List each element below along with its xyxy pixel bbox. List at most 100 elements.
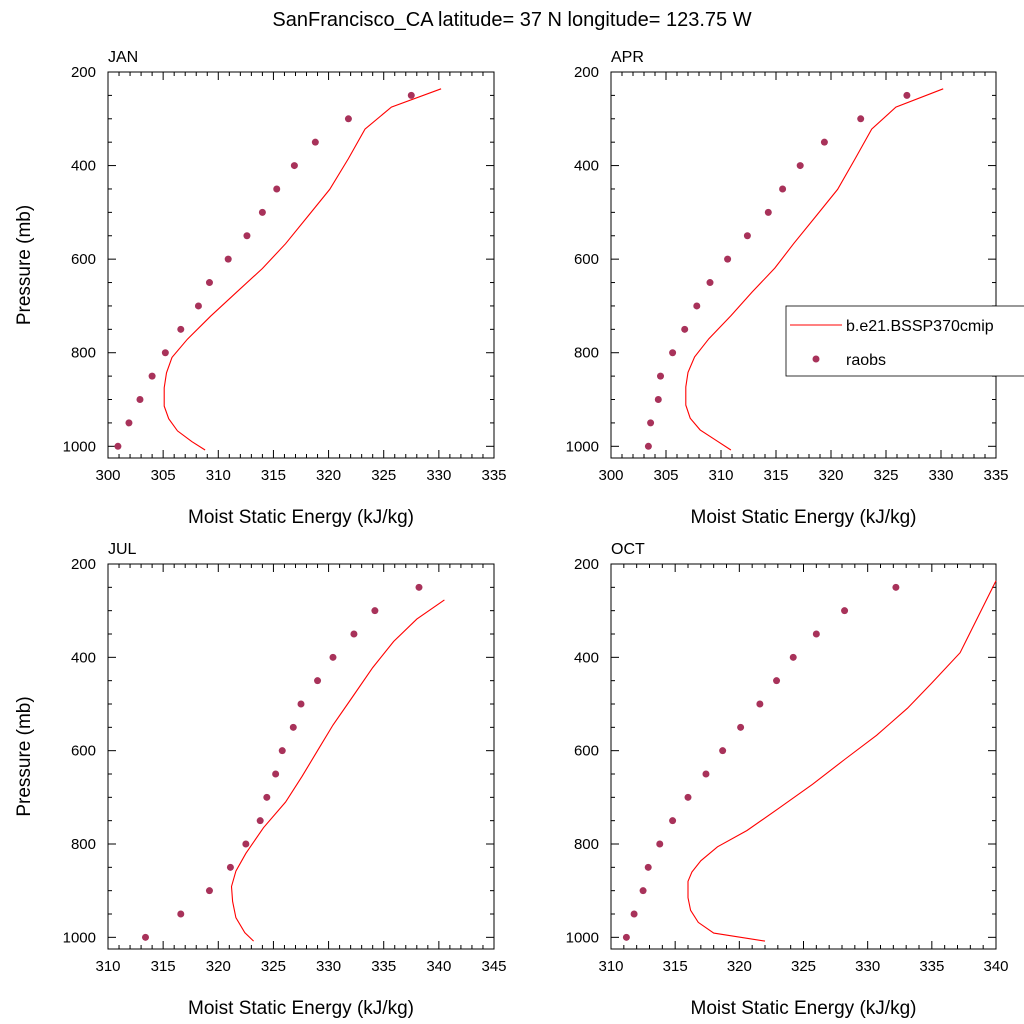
x-tick-label: 305 [151, 467, 176, 484]
x-tick-label: 335 [481, 467, 506, 484]
obs-point [141, 933, 149, 941]
x-tick-label: 340 [983, 958, 1008, 975]
obs-point [177, 325, 185, 333]
obs-point [737, 723, 745, 731]
y-tick-label: 400 [574, 158, 599, 175]
obs-point [724, 255, 732, 263]
obs-point [263, 793, 271, 801]
model-profile-line [687, 580, 997, 942]
y-tick-label: 400 [71, 649, 96, 666]
y-tick-label: 1000 [63, 438, 96, 455]
obs-point [297, 700, 305, 708]
y-tick-label: 200 [71, 556, 96, 573]
panel-jan: 300 305 310 315 320 325 330 335 200 400 600 800 1000… [14, 49, 507, 528]
y-tick-label: 600 [71, 743, 96, 760]
x-tick-label: 345 [481, 958, 506, 975]
obs-point [812, 630, 820, 638]
obs-point [639, 887, 647, 895]
obs-point [205, 887, 213, 895]
x-tick-label: 335 [919, 958, 944, 975]
obs-point [311, 138, 319, 146]
obs-point [892, 583, 900, 591]
obs-point [278, 747, 286, 755]
obs-point [226, 863, 234, 871]
x-tick-label: 310 [598, 958, 623, 975]
y-tick-label: 800 [71, 345, 96, 362]
obs-point [702, 770, 710, 778]
obs-point [657, 372, 664, 380]
obs-point [647, 419, 655, 427]
y-tick-label: 800 [574, 836, 599, 853]
obs-point [644, 442, 652, 450]
plot-frame [610, 563, 997, 950]
panel-apr: 300 305 310 315 320 325 330 335 200 400 600 800 1000… [566, 49, 1009, 528]
model-profile-line [685, 88, 944, 451]
x-tick-label: 325 [371, 467, 396, 484]
obs-point [669, 349, 677, 357]
obs-point [681, 325, 689, 333]
legend-box [785, 305, 1024, 377]
x-tick-label: 305 [653, 467, 678, 484]
obs-point [644, 863, 652, 871]
panel-label: APR [611, 49, 644, 66]
obs-point [148, 372, 156, 380]
legend-obs-marker [812, 355, 820, 363]
obs-point [290, 162, 298, 170]
y-tick-label: 200 [574, 556, 599, 573]
obs-point [243, 232, 251, 240]
x-tick-label: 310 [708, 467, 733, 484]
legend-obs-label: raobs [846, 352, 886, 369]
obs-point [706, 279, 714, 287]
obs-point [289, 723, 297, 731]
obs-point [177, 910, 185, 918]
y-tick-label: 400 [574, 649, 599, 666]
x-tick-label: 300 [95, 467, 120, 484]
plot-frame [610, 71, 997, 459]
obs-point [224, 255, 232, 263]
x-axis-title: Moist Static Energy (kJ/kg) [188, 507, 414, 528]
x-tick-label: 335 [371, 958, 396, 975]
obs-point [344, 115, 352, 123]
obs-point [205, 279, 213, 287]
figure-title: SanFrancisco_CA latitude= 37 N longitude… [272, 9, 751, 31]
x-tick-label: 300 [598, 467, 623, 484]
legend-model-label: b.e21.BSSP370cmip [846, 318, 994, 335]
obs-point [256, 817, 264, 825]
y-axis-title: Pressure (mb) [14, 696, 35, 816]
x-tick-label: 315 [151, 958, 176, 975]
obs-point [684, 793, 692, 801]
obs-point [656, 840, 664, 848]
panel-label: JAN [108, 49, 138, 66]
y-tick-label: 1000 [566, 438, 599, 455]
panel-jul: 310 315 320 325 330 335 340 345 200 400 600 800 1000… [14, 541, 507, 1019]
obs-point [194, 302, 202, 310]
y-tick-label: 200 [71, 64, 96, 81]
obs-point [719, 747, 727, 755]
obs-point [272, 770, 280, 778]
obs-point [371, 607, 379, 615]
obs-point [114, 442, 122, 450]
panel-label: JUL [108, 541, 137, 558]
obs-point [779, 185, 787, 193]
x-axis-title: Moist Static Energy (kJ/kg) [691, 998, 917, 1019]
y-tick-label: 200 [574, 64, 599, 81]
x-tick-label: 320 [316, 467, 341, 484]
obs-point [622, 933, 630, 941]
panel-label: OCT [611, 541, 645, 558]
x-tick-label: 330 [928, 467, 953, 484]
x-tick-label: 330 [426, 467, 451, 484]
x-tick-label: 310 [206, 467, 231, 484]
x-tick-label: 325 [261, 958, 286, 975]
y-tick-label: 1000 [63, 929, 96, 946]
obs-point [841, 607, 849, 615]
obs-point [314, 677, 322, 685]
y-axis-title: Pressure (mb) [14, 205, 35, 325]
x-axis-title: Moist Static Energy (kJ/kg) [691, 507, 917, 528]
panel-oct: 310 315 320 325 330 335 340 200 400 600 800 1000 OCT… [566, 541, 1009, 1019]
obs-point [796, 162, 804, 170]
y-tick-label: 600 [574, 743, 599, 760]
legend: b.e21.BSSP370cmip raobs [785, 305, 1024, 377]
obs-point [273, 185, 281, 193]
y-tick-label: 800 [71, 836, 96, 853]
obs-point [669, 817, 677, 825]
